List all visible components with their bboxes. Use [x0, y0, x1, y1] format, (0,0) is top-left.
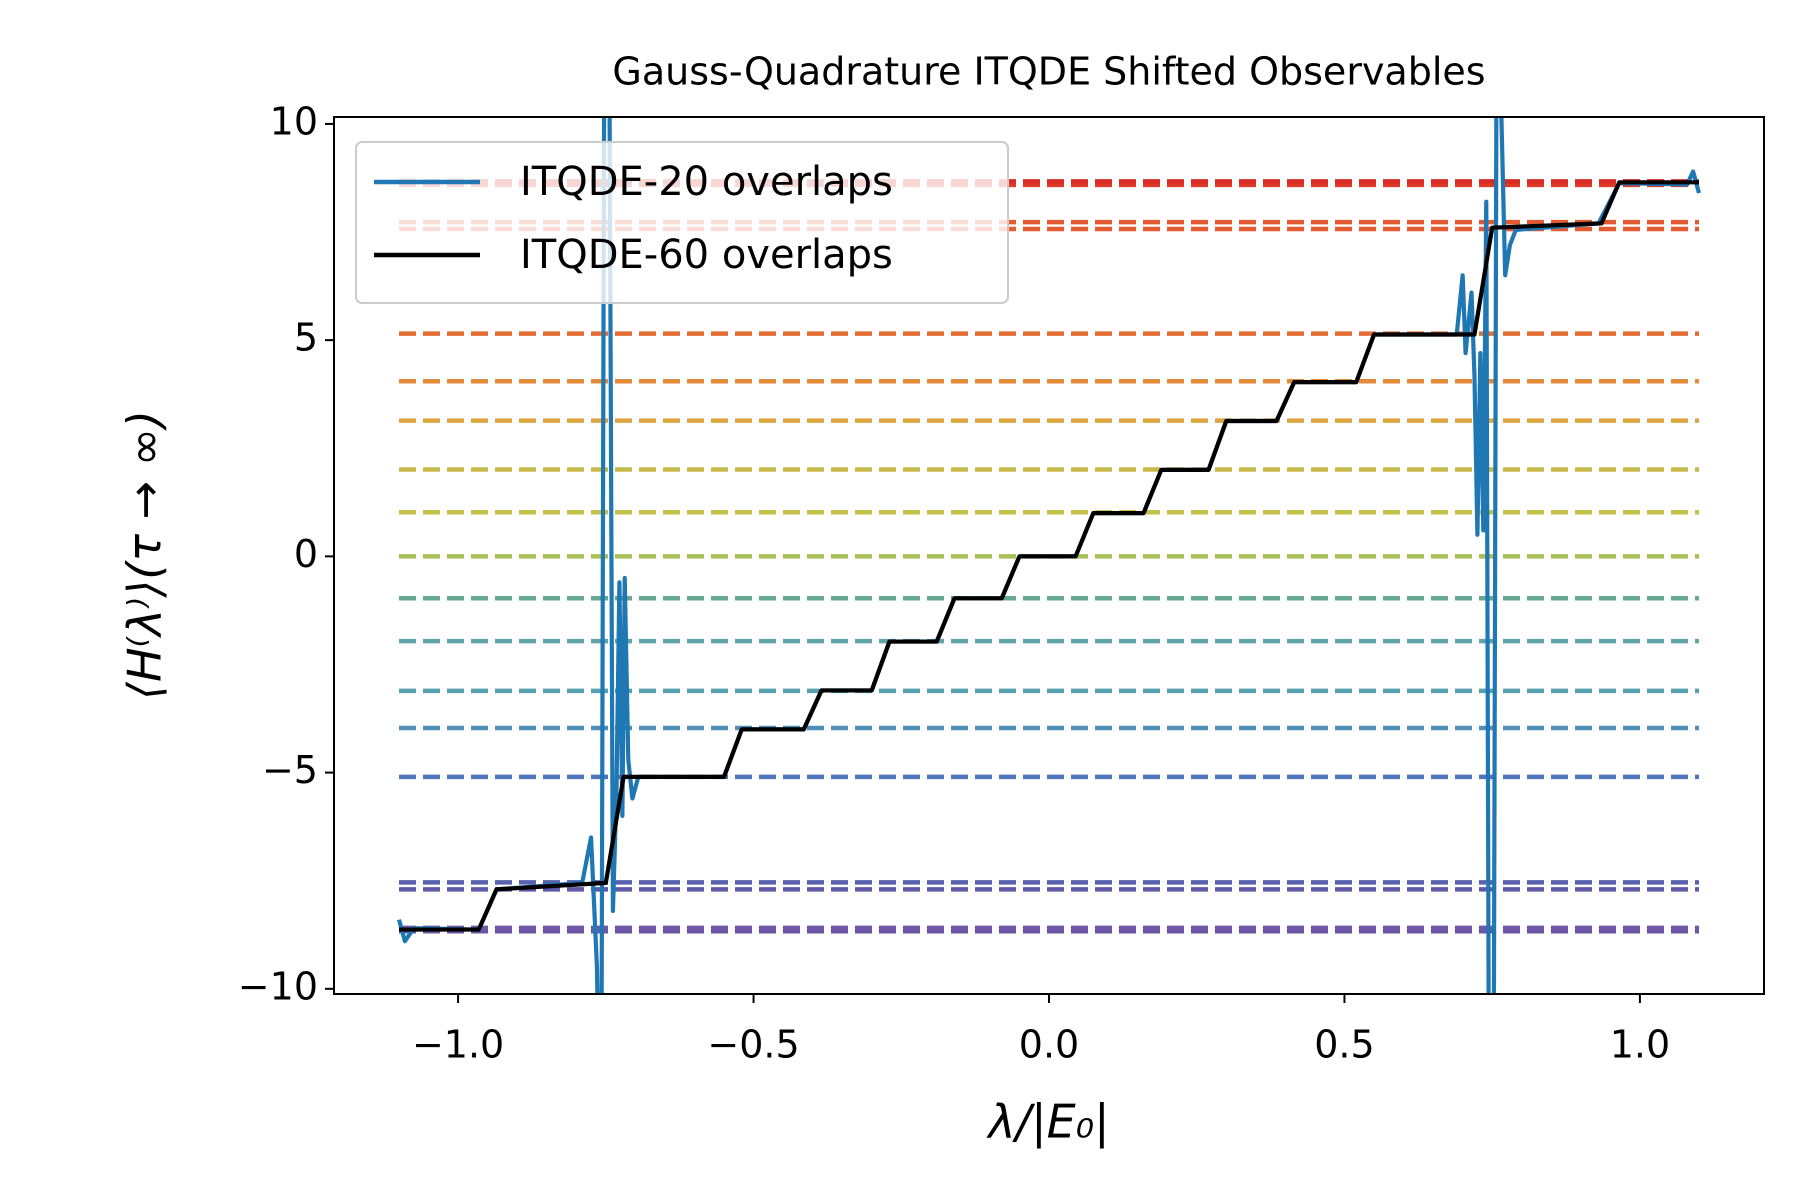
y-tick-label: 0 [294, 532, 318, 576]
x-axis-label: λ/|E₀| [985, 1095, 1109, 1150]
legend-label: ITQDE-20 overlaps [520, 159, 893, 205]
plot-area [396, 117, 1702, 994]
y-tick-label: −5 [262, 748, 318, 792]
x-tick-label: −1.0 [412, 1023, 504, 1067]
y-tick-label: 5 [294, 316, 318, 360]
y-tick-label: −10 [238, 964, 318, 1008]
chart-title: Gauss-Quadrature ITQDE Shifted Observabl… [612, 50, 1485, 94]
series-line [399, 180, 1699, 932]
x-tick-label: 0.0 [1019, 1023, 1079, 1067]
x-tick-label: 0.5 [1314, 1023, 1374, 1067]
legend-label: ITQDE-60 overlaps [520, 232, 893, 278]
y-axis-label: ⟨H⁽λ⁾⟩(τ → ∞) [118, 410, 172, 700]
legend: ITQDE-20 overlaps ITQDE-60 overlaps [355, 141, 1009, 304]
x-tick-label: 1.0 [1610, 1023, 1670, 1067]
legend-box [355, 141, 1009, 304]
x-tick-label: −0.5 [707, 1023, 799, 1067]
y-tick-label: 10 [270, 99, 318, 143]
